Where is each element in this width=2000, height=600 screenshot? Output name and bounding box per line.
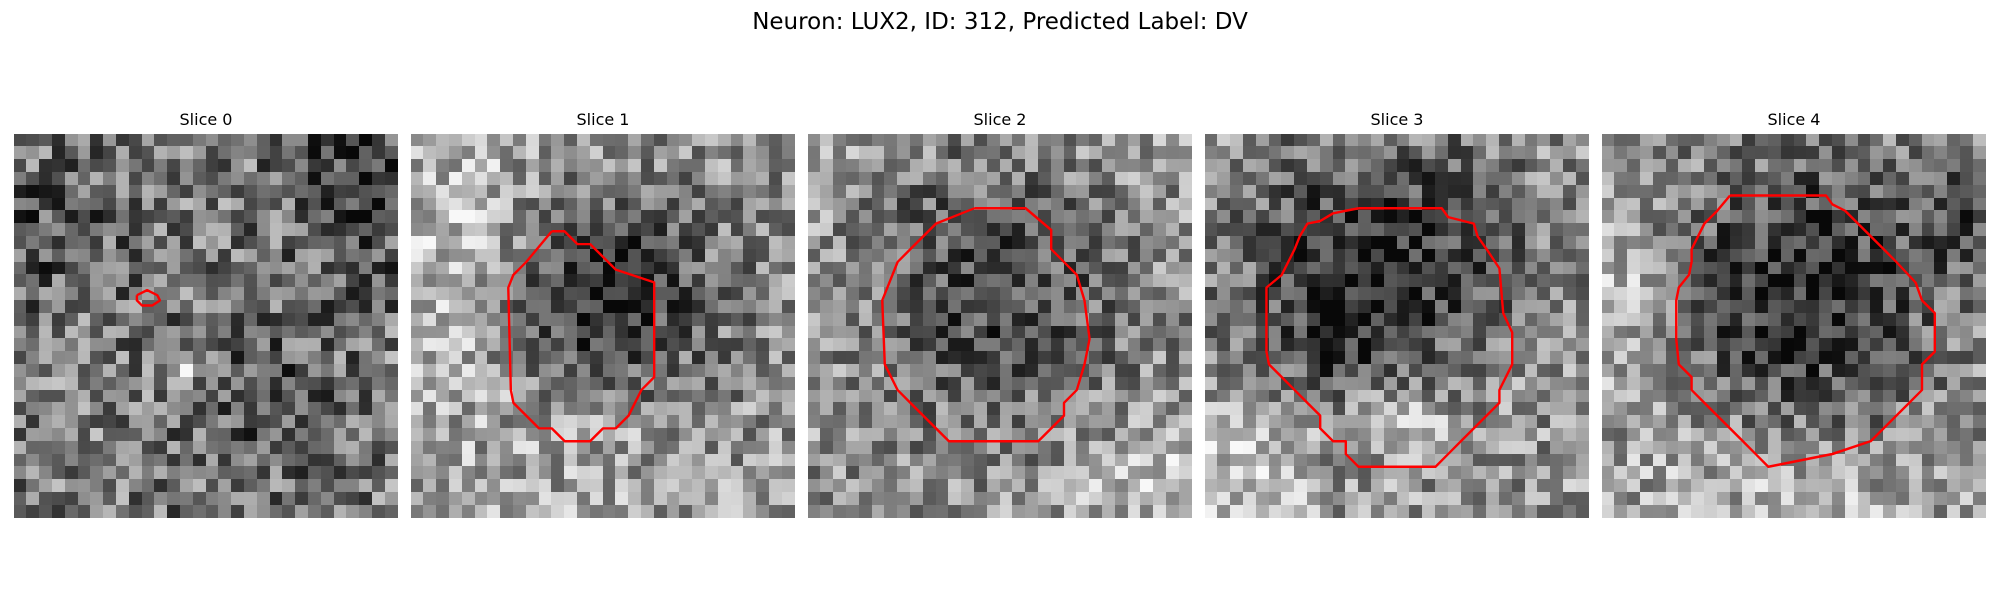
slice-image [808, 134, 1192, 518]
slice-panel: Slice 4 [1602, 108, 1986, 518]
slice-image [14, 134, 398, 518]
slice-title: Slice 1 [576, 110, 630, 129]
slice-panel: Slice 1 [411, 108, 795, 518]
slice-title: Slice 4 [1767, 110, 1821, 129]
slice-image [411, 134, 795, 518]
slice-panel: Slice 2 [808, 108, 1192, 518]
slice-panel: Slice 0 [14, 108, 398, 518]
slice-title: Slice 3 [1370, 110, 1424, 129]
figure-title: Neuron: LUX2, ID: 312, Predicted Label: … [752, 9, 1248, 35]
slice-image [1602, 134, 1986, 518]
slice-title: Slice 0 [179, 110, 233, 129]
slice-panel: Slice 3 [1205, 108, 1589, 518]
slice-image [1205, 134, 1589, 518]
slice-title: Slice 2 [973, 110, 1027, 129]
